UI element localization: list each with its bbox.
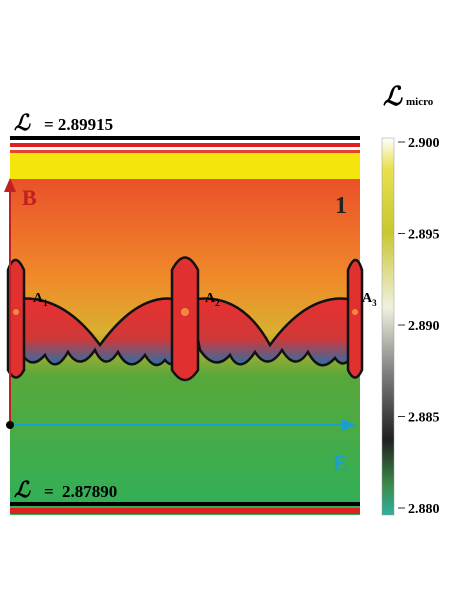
colorbar-symbol: ℒ	[383, 82, 403, 111]
top-level: = 2.89915	[44, 115, 113, 134]
colorbar-sub: micro	[406, 96, 434, 108]
e-label: E	[333, 450, 348, 475]
tick-label: 2.880	[408, 502, 440, 517]
bottom-eq: =	[44, 482, 54, 501]
tick-label: 2.890	[408, 319, 440, 334]
center-dot	[13, 309, 19, 315]
e-arrowhead	[342, 419, 356, 431]
colorbar-ticks: 2.900 2.895 2.890 2.885 2.880	[398, 136, 440, 517]
bottom-level: 2.87890	[62, 482, 117, 501]
center-dot	[352, 309, 358, 315]
origin	[6, 421, 14, 429]
top-black-line	[10, 136, 360, 140]
tick-label: 2.900	[408, 136, 440, 151]
point-label: A1	[33, 291, 48, 308]
level-symbol: ℒ	[14, 110, 31, 135]
tick-label: 2.895	[408, 228, 440, 243]
yellow-band	[10, 153, 360, 179]
bottom-black-line	[10, 502, 360, 506]
tick-label: 2.885	[408, 411, 440, 426]
point-label: A2	[205, 291, 220, 308]
center-dot	[181, 308, 189, 316]
top-red-line	[10, 143, 360, 147]
pattern	[6, 256, 364, 382]
panel	[4, 136, 364, 515]
panel-number: 1	[335, 193, 347, 219]
point-label: A3	[362, 291, 377, 308]
colorbar-scale	[381, 137, 395, 516]
colorbar: ℒ micro 2.900 2.895 2.890 2.885 2.880	[381, 82, 440, 517]
bottom-red-line	[10, 508, 360, 514]
b-label: B	[22, 185, 37, 210]
b-arrowhead	[4, 178, 16, 192]
level-symbol: ℒ	[14, 477, 31, 502]
